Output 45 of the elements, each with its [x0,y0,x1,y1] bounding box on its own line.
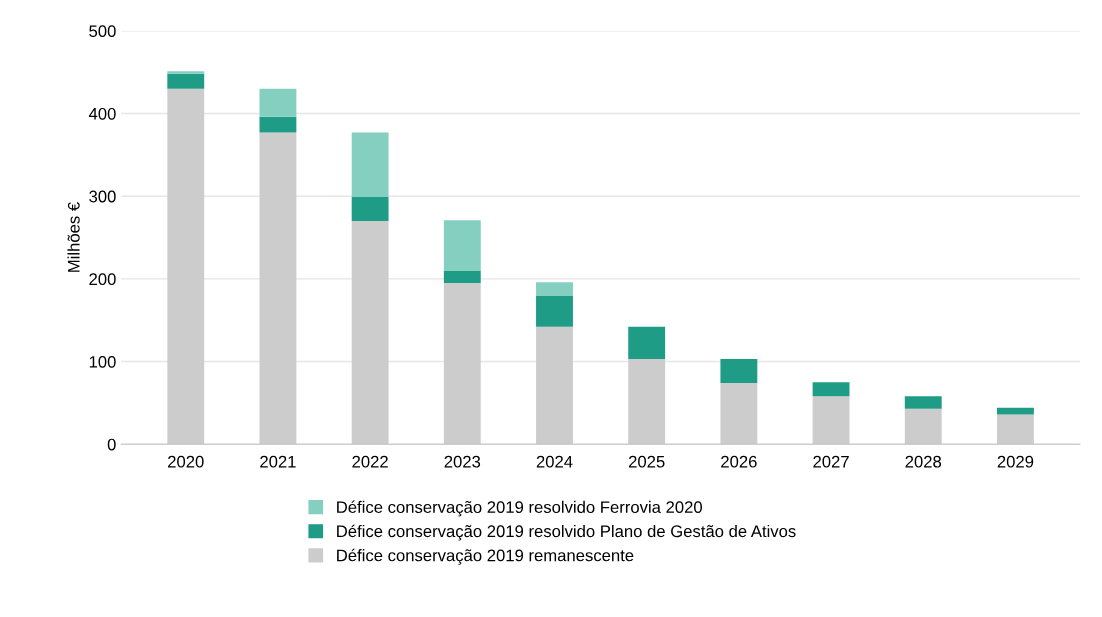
bar [443,283,481,445]
bar [536,295,573,327]
bar [628,326,666,360]
bar [812,382,850,397]
bar [167,88,205,445]
x-tick-label: 2028 [905,455,942,468]
x-tick-label: 2021 [260,455,296,468]
bar [812,396,850,445]
legend-label: Défice conservação 2019 resolvido Plano de Gestão de Ativos [337,524,796,541]
y-tick-label: 400 [88,107,116,120]
x-tick-label: 2027 [813,455,849,468]
bar [167,71,205,74]
x-tick-label: 2029 [997,455,1034,468]
y-tick-label: 100 [89,355,116,368]
bar [443,270,481,284]
bar [259,132,297,445]
y-axis-title: Milhões € [67,202,80,272]
bar [351,221,389,445]
bar [904,396,942,409]
bar [443,220,481,271]
x-tick-label: 2025 [628,455,665,468]
bar [259,116,297,133]
y-tick-label: 0 [107,438,116,451]
bar [628,359,666,445]
bar [904,408,942,445]
bar [996,407,1034,415]
bar [536,326,573,445]
legend-label: Défice conservação 2019 remanescente [337,548,634,565]
x-tick-label: 2022 [352,455,388,468]
bar [351,197,389,222]
y-tick-label: 200 [89,273,116,286]
y-tick-label: 300 [89,190,116,203]
x-tick-label: 2023 [444,455,481,468]
bar [167,73,205,89]
y-tick-label: 500 [89,25,116,38]
x-tick-label: 2026 [721,455,757,468]
bar [259,88,297,117]
bar [996,414,1034,445]
legend-label: Défice conservação 2019 resolvido Ferrovia 2020 [337,500,702,517]
bar [351,132,389,198]
x-tick-label: 2020 [168,455,204,468]
bar [720,383,758,445]
bar [536,282,573,296]
x-tick-label: 2024 [536,455,573,468]
bar [720,359,758,384]
